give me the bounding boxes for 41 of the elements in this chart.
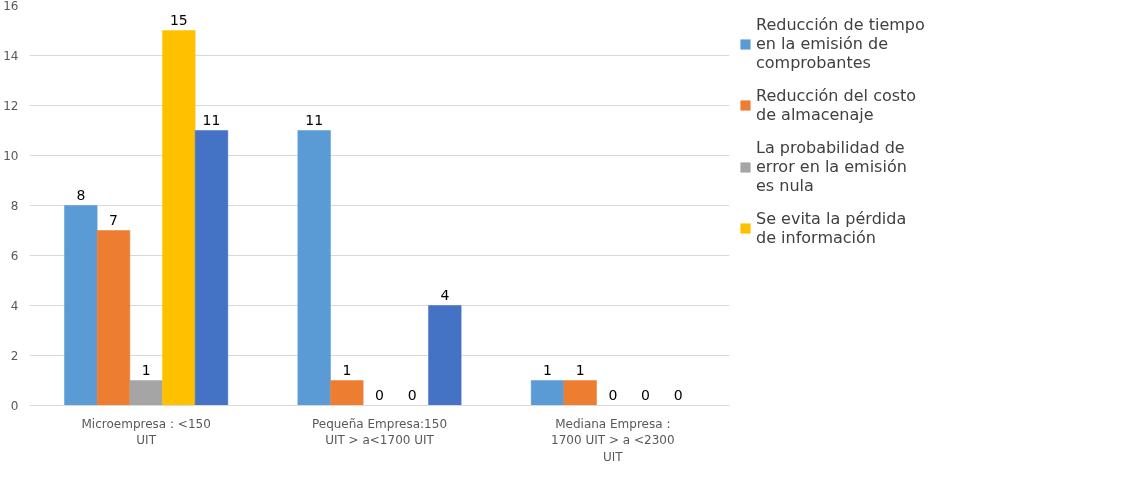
y-tick-label: 0 [10, 399, 19, 413]
data-label: 15 [169, 11, 188, 28]
y-tick-label: 4 [10, 299, 19, 313]
data-label: 0 [375, 386, 384, 403]
y-tick-label: 10 [3, 149, 19, 163]
data-label: 1 [575, 361, 585, 378]
data-label: 1 [141, 361, 151, 378]
bar [129, 380, 163, 406]
data-label: 0 [673, 386, 683, 403]
bar [530, 380, 565, 406]
data-label: 0 [407, 386, 417, 403]
bar [162, 30, 196, 406]
data-label: 11 [202, 111, 221, 128]
data-label: 0 [608, 386, 618, 403]
data-label: 8 [76, 186, 86, 203]
bar [297, 130, 331, 406]
bar [330, 380, 364, 406]
data-label: 7 [109, 211, 118, 228]
y-tick-label: 16 [3, 0, 19, 13]
data-label: 1 [543, 361, 552, 378]
bar [428, 305, 462, 406]
legend-label: Se evita la pérdida de información [756, 209, 907, 247]
x-tick-label: Microempresa : <150 UIT [81, 416, 211, 448]
y-tick-label: 14 [3, 49, 19, 63]
y-tick-label: 6 [10, 249, 19, 263]
data-label: 4 [440, 286, 450, 303]
legend-label: Reducción de tiempo en la emisión de comprobantes [756, 15, 925, 72]
bar [96, 230, 131, 406]
data-label: 1 [342, 361, 352, 378]
y-tick-label: 8 [10, 199, 19, 213]
y-tick-label: 12 [3, 99, 19, 113]
y-tick-label: 2 [10, 349, 19, 363]
bar [64, 205, 98, 406]
legend-label: La probabilidad de error en la emisión es nula [756, 138, 907, 195]
legend-label: Reducción del costo de almacenaje [756, 86, 917, 124]
data-label: 0 [641, 386, 650, 403]
bar [194, 130, 229, 406]
x-tick-label: Mediana Empresa : 1700 UIT > a <2300 UIT [551, 416, 675, 465]
bar [563, 380, 597, 406]
x-tick-label: Pequeña Empresa:150 UIT > a<1700 UIT [311, 416, 448, 448]
data-label: 11 [305, 111, 324, 128]
